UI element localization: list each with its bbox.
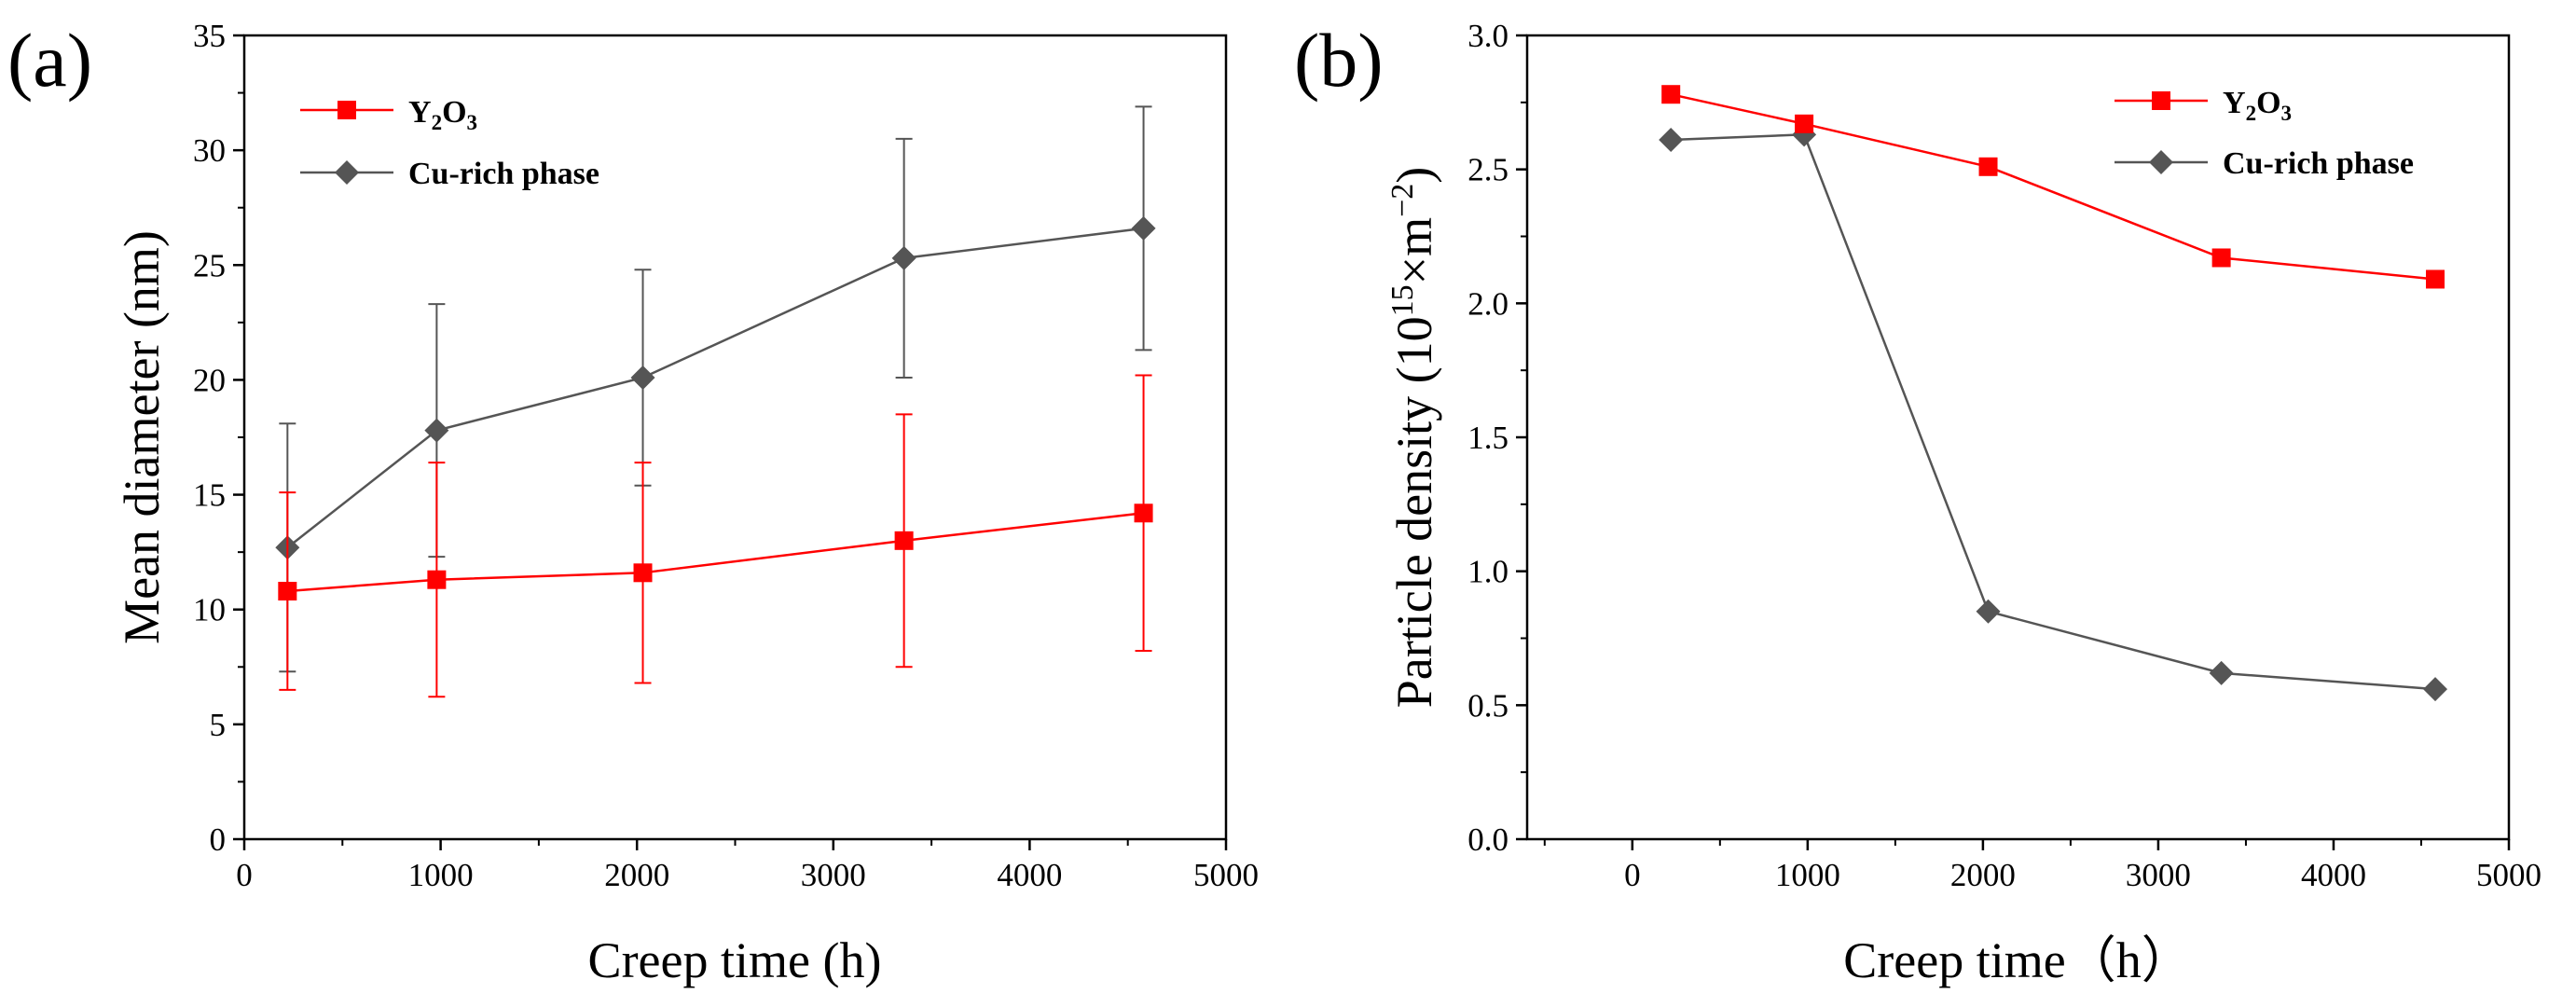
panel-a-legend-y2o3-label: Y2O3	[408, 95, 477, 134]
y-tick-label: 20	[193, 362, 226, 398]
y-tick-label: 0.0	[1467, 821, 1508, 858]
y-tick-label: 1.0	[1467, 554, 1508, 590]
panel-a-y-tick-labels: 0 5 10 15 20 25 30 35	[193, 18, 226, 858]
panel-b-legend-cu-marker	[2149, 150, 2173, 174]
panel-a-x-tick-labels: 0 1000 2000 3000 4000 5000	[236, 857, 1259, 893]
panel-b-legend-y2o3-mid: O	[2256, 86, 2280, 120]
panel-b-legend-y2o3-marker	[2152, 91, 2170, 110]
panel-b: (b) 0 1000 2000 3000 4000 5000 0.0 0.5 1.0 1.5 2.…	[1294, 18, 2542, 988]
data-point-y2o3	[427, 570, 447, 589]
panel-a: (a) 0 1000 2000 3000 4000 5000 0 5 10 15 20 25 30 35…	[7, 18, 1259, 988]
x-tick-label: 5000	[2476, 857, 2542, 893]
series-cu-rich	[275, 105, 1156, 673]
panel-a-y-axis-title: Mean diameter (nm)	[114, 230, 170, 644]
data-point-y2o3	[633, 563, 653, 583]
data-point-y2o3	[2211, 248, 2231, 268]
panel-b-legend-y2o3-sub2: 3	[2281, 102, 2293, 125]
x-tick-label: 4000	[997, 857, 1062, 893]
data-point-cu-rich	[1976, 599, 2001, 624]
panel-b-ylabel-exp2: −2	[1385, 184, 1420, 217]
data-point-y2o3	[1978, 157, 1998, 176]
series-y2o3	[1661, 85, 2445, 289]
y-tick-label: 1.5	[1467, 420, 1508, 456]
panel-a-legend-cu-marker	[335, 160, 359, 185]
panel-b-label: (b)	[1294, 18, 1384, 103]
panel-a-legend-y2o3-marker	[337, 101, 356, 119]
data-point-cu-rich	[424, 418, 449, 443]
panel-b-ylabel-main: Particle density (10	[1386, 316, 1442, 708]
panel-b-ylabel-mid: ×m	[1386, 217, 1442, 284]
data-point-y2o3	[1134, 504, 1153, 523]
data-point-cu-rich	[1131, 215, 1156, 241]
y-tick-label: 2.0	[1467, 285, 1508, 322]
x-tick-label: 2000	[1950, 857, 2016, 893]
x-tick-label: 2000	[604, 857, 669, 893]
data-point-y2o3	[278, 582, 297, 601]
y-tick-label: 10	[193, 592, 226, 628]
x-tick-label: 1000	[1775, 857, 1840, 893]
x-tick-label: 0	[236, 857, 253, 893]
data-point-cu-rich	[630, 365, 655, 390]
panel-b-y-axis-title: Particle density (1015×m−2)	[1385, 167, 1442, 709]
panel-b-legend-cu-label: Cu-rich phase	[2223, 146, 2414, 181]
panel-a-plot-frame	[242, 34, 1228, 841]
panel-a-series	[275, 105, 1156, 698]
x-tick-label: 4000	[2301, 857, 2366, 893]
panel-a-legend-cu-label: Cu-rich phase	[408, 157, 599, 191]
x-tick-label: 3000	[801, 857, 866, 893]
data-point-y2o3	[894, 531, 914, 550]
panel-b-ylabel-exp1: 15	[1385, 284, 1420, 316]
x-tick-label: 0	[1624, 857, 1641, 893]
y-tick-label: 5	[210, 707, 227, 743]
data-point-y2o3	[1661, 85, 1681, 104]
panel-a-ticks	[233, 34, 1228, 850]
data-point-y2o3	[2426, 269, 2445, 289]
data-point-cu-rich	[2423, 677, 2448, 702]
y-tick-label: 35	[193, 18, 226, 54]
panel-b-legend-y2o3-main: Y	[2223, 86, 2246, 120]
panel-a-legend-y2o3-sub1: 2	[432, 111, 443, 134]
panel-a-legend-y2o3-main: Y	[408, 95, 432, 130]
panel-b-legend-y2o3-sub1: 2	[2246, 102, 2257, 125]
series-line-cu-rich	[286, 227, 1144, 549]
series-line-y2o3	[287, 512, 1144, 593]
panel-a-legend: Y2O3 Cu-rich phase	[300, 95, 599, 191]
x-tick-label: 5000	[1193, 857, 1259, 893]
x-tick-label: 1000	[408, 857, 474, 893]
panel-b-y-tick-labels: 0.0 0.5 1.0 1.5 2.0 2.5 3.0	[1467, 18, 1508, 858]
panel-b-ylabel-end: )	[1386, 167, 1442, 184]
panel-a-x-axis-title: Creep time (h)	[588, 932, 882, 988]
y-tick-label: 15	[193, 477, 226, 514]
y-tick-label: 25	[193, 247, 226, 283]
y-tick-label: 2.5	[1467, 152, 1508, 188]
panel-a-legend-y2o3-mid: O	[442, 95, 466, 130]
y-tick-label: 3.0	[1467, 18, 1508, 54]
panel-a-legend-y2o3-sub2: 3	[467, 111, 478, 134]
y-tick-label: 30	[193, 132, 226, 169]
panel-a-label: (a)	[7, 18, 92, 103]
series-line-y2o3	[1670, 92, 2436, 281]
panel-b-legend: Y2O3 Cu-rich phase	[2115, 86, 2414, 181]
panel-b-series	[1659, 85, 2448, 702]
panel-b-ticks	[1516, 34, 2511, 850]
data-point-cu-rich	[1659, 128, 1684, 153]
data-point-cu-rich	[891, 245, 916, 270]
y-tick-label: 0	[210, 821, 227, 858]
y-tick-label: 0.5	[1467, 687, 1508, 724]
series-cu-rich	[1659, 122, 2448, 702]
panel-b-x-tick-labels: 0 1000 2000 3000 4000 5000	[1624, 857, 2542, 893]
series-line-cu-rich	[1671, 133, 2436, 691]
data-point-y2o3	[1795, 114, 1814, 133]
series-y2o3	[278, 374, 1153, 698]
panel-b-legend-y2o3-label: Y2O3	[2223, 86, 2292, 125]
data-point-cu-rich	[2209, 660, 2234, 685]
x-tick-label: 3000	[2126, 857, 2191, 893]
panel-b-x-axis-title: Creep time（h）	[1843, 932, 2191, 988]
